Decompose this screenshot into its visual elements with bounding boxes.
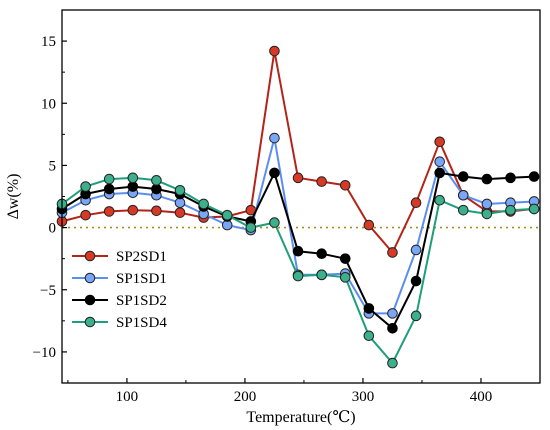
x-axis-title: Temperature(℃): [246, 409, 355, 426]
data-point-sp2sd1: [80, 209, 91, 221]
data-point-sp2sd1: [339, 180, 351, 191]
data-point-sp2sd1: [316, 176, 327, 187]
y-tick-label: 15: [41, 34, 56, 50]
data-point-sp1sd4: [245, 222, 257, 233]
data-point-sp1sd4: [410, 310, 422, 322]
data-point-sp1sd4: [198, 198, 209, 210]
x-tick-label: 100: [116, 389, 139, 405]
legend-marker: [84, 316, 96, 328]
data-point-sp1sd4: [481, 208, 493, 220]
legend: SP2SD1 SP1SD1 SP1SD2 SP1SD4: [72, 249, 167, 331]
data-point-sp1sd1: [174, 197, 186, 209]
legend-entry-label: SP1SD2: [116, 293, 167, 309]
data-point-sp1sd4: [221, 209, 233, 221]
data-point-sp2sd1: [363, 219, 375, 231]
data-point-sp2sd1: [410, 197, 422, 209]
legend-marker: [84, 272, 96, 284]
series-line-sp1sd1: [61, 137, 535, 315]
data-point-sp1sd1: [410, 244, 422, 256]
data-point-sp2sd1: [269, 45, 280, 57]
data-point-sp1sd4: [174, 184, 186, 196]
data-point-sp2sd1: [174, 207, 186, 218]
data-point-sp1sd4: [363, 330, 375, 342]
data-point-sp1sd1: [269, 132, 280, 144]
y-tick-label: 0: [49, 221, 57, 237]
data-point-sp1sd2: [528, 171, 540, 182]
data-point-sp1sd1: [221, 219, 233, 231]
data-point-sp1sd4: [292, 270, 304, 282]
y-axis-title: Δw(%): [5, 174, 22, 220]
data-point-sp1sd2: [316, 248, 327, 259]
x-tick-label: 300: [352, 389, 375, 405]
y-tick-label: −10: [33, 345, 56, 361]
data-point-sp1sd4: [528, 203, 540, 215]
data-point-sp1sd2: [434, 167, 445, 179]
data-point-sp1sd2: [363, 303, 375, 314]
data-point-sp1sd2: [151, 183, 162, 195]
data-point-sp1sd2: [505, 172, 516, 184]
axes: 100 200 300 400 −10 −5 0 5 10 15: [33, 9, 541, 405]
y-tick-label: −5: [40, 283, 56, 299]
data-point-sp1sd4: [269, 217, 280, 228]
plot-area: [56, 45, 540, 369]
data-point-sp1sd4: [80, 181, 91, 192]
data-point-sp1sd4: [151, 175, 162, 186]
data-point-sp1sd2: [103, 183, 115, 195]
data-point-sp1sd2: [269, 167, 280, 179]
data-point-sp1sd4: [434, 194, 445, 206]
series-line-sp2sd1: [61, 50, 535, 254]
data-point-sp1sd4: [387, 357, 398, 369]
legend-entry-label: SP2SD1: [116, 249, 167, 265]
data-point-sp2sd1: [103, 206, 115, 217]
data-point-sp1sd4: [127, 172, 139, 184]
data-point-sp1sd1: [434, 156, 445, 167]
data-point-sp1sd4: [339, 272, 351, 283]
data-point-sp2sd1: [127, 204, 139, 216]
data-point-sp1sd1: [457, 189, 469, 201]
legend-marker: [84, 294, 96, 306]
legend-entry-label: SP1SD1: [116, 271, 167, 287]
data-point-sp1sd2: [481, 173, 493, 185]
data-point-sp1sd4: [316, 269, 327, 281]
data-point-sp1sd2: [457, 171, 469, 182]
data-point-sp2sd1: [151, 205, 162, 217]
legend-entry-label: SP1SD4: [116, 315, 167, 331]
x-tick-label: 400: [470, 389, 493, 405]
data-point-sp1sd4: [103, 173, 115, 185]
x-tick-label: 200: [234, 389, 257, 405]
data-point-sp2sd1: [387, 247, 398, 258]
data-point-sp1sd2: [339, 253, 351, 264]
data-point-sp1sd2: [127, 181, 139, 192]
data-point-sp1sd1: [481, 198, 493, 210]
data-point-sp2sd1: [434, 136, 445, 148]
data-point-sp1sd2: [292, 245, 304, 257]
legend-marker: [84, 250, 96, 262]
data-point-sp2sd1: [292, 172, 304, 184]
data-point-sp1sd2: [387, 322, 398, 334]
y-tick-label: 10: [41, 96, 56, 112]
data-point-sp1sd1: [387, 308, 398, 319]
data-point-sp1sd4: [505, 204, 516, 216]
data-point-sp1sd2: [410, 275, 422, 287]
data-point-sp1sd4: [457, 204, 469, 216]
y-tick-label: 5: [49, 158, 57, 174]
